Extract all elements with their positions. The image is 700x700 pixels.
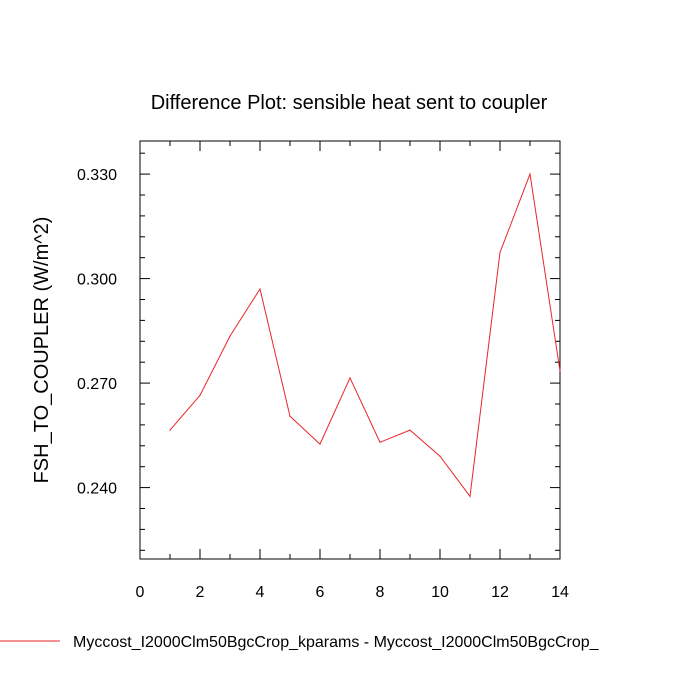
- data-point: [379, 441, 381, 443]
- y-tick-label: 0.270: [77, 376, 117, 393]
- axis-ticks: 0 2 4 6 8 10 12 14 0.240 0.270 0.300 0.330: [77, 141, 569, 601]
- data-point: [349, 377, 351, 379]
- data-point: [229, 335, 231, 337]
- plot-frame: [139, 140, 561, 560]
- data-point: [499, 251, 501, 254]
- series-line: [169, 172, 561, 498]
- data-point: [559, 370, 561, 372]
- series-layer: [169, 172, 561, 498]
- data-point: [469, 495, 471, 497]
- x-tick-label: 6: [316, 584, 325, 601]
- data-point: [409, 429, 411, 431]
- data-point: [169, 429, 171, 431]
- x-tick-label: 0: [136, 584, 145, 601]
- legend-label: Myccost_I2000Clm50BgcCrop_kparams - Mycc…: [73, 634, 600, 651]
- x-tick-label: 8: [376, 584, 385, 601]
- data-point: [529, 173, 531, 175]
- data-point: [199, 394, 201, 396]
- data-point: [259, 288, 261, 290]
- y-axis-label: FSH_TO_COUPLER (W/m^2): [31, 217, 53, 484]
- x-tick-label: 2: [196, 584, 205, 601]
- data-point: [319, 443, 321, 445]
- data-point: [289, 415, 291, 417]
- legend: Myccost_I2000Clm50BgcCrop_kparams - Mycc…: [0, 634, 600, 651]
- y-tick-label: 0.300: [77, 272, 117, 289]
- y-tick-label: 0.330: [77, 167, 117, 184]
- x-tick-label: 4: [256, 584, 265, 601]
- x-tick-label: 12: [491, 584, 509, 601]
- y-tick-label: 0.240: [77, 481, 117, 498]
- data-point: [439, 455, 441, 457]
- x-tick-label: 10: [431, 584, 449, 601]
- x-tick-label: 14: [551, 584, 569, 601]
- chart-title: Difference Plot: sensible heat sent to c…: [151, 92, 548, 114]
